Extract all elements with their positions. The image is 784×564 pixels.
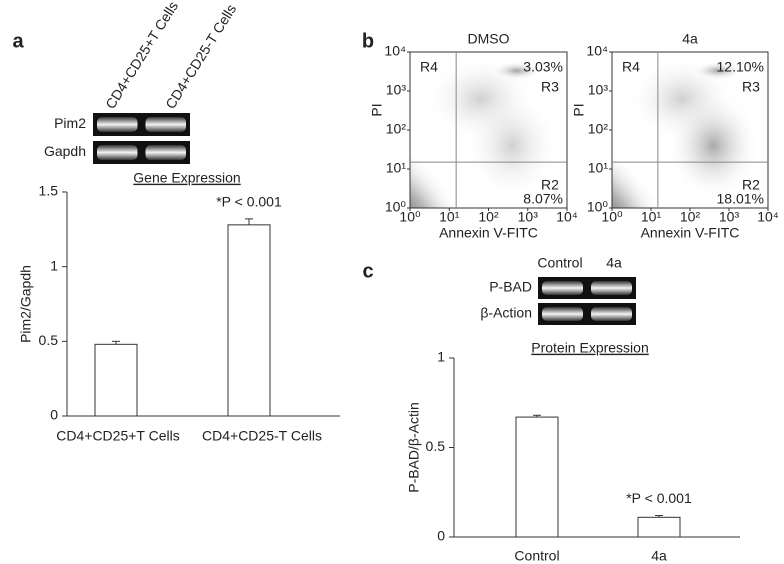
y-tick-label: 0.5 xyxy=(426,438,446,454)
x-tick-label: CD4+CD25+T Cells xyxy=(56,428,179,444)
blot-row-label: P-BAD xyxy=(489,279,532,295)
chart-title: DMSO xyxy=(468,31,510,47)
cell-density xyxy=(410,122,481,208)
blot-band xyxy=(145,117,186,132)
x-tick-label: 10¹ xyxy=(641,209,662,225)
y-tick-label: 0 xyxy=(50,407,58,423)
x-tick-label: 10⁴ xyxy=(757,209,779,225)
y-tick-label: 10¹ xyxy=(588,160,609,176)
bar xyxy=(515,416,559,538)
y-tick-label: 10⁴ xyxy=(586,43,608,59)
blot-band xyxy=(591,281,632,295)
region-label: R3 xyxy=(742,79,760,95)
cell-density xyxy=(693,61,744,81)
y-axis-label: PI xyxy=(571,103,587,116)
x-tick-label: 10¹ xyxy=(439,209,460,225)
y-tick-label: 10⁰ xyxy=(587,199,609,215)
blot-band xyxy=(145,145,186,160)
x-tick-label: Control xyxy=(514,548,559,564)
x-tick-label: 10³ xyxy=(719,209,740,225)
y-axis-label: PI xyxy=(369,103,385,116)
blot-row-label: β-Action xyxy=(480,305,532,321)
y-axis-label: P-BAD/β-Actin xyxy=(406,402,422,493)
chart-title: 4a xyxy=(682,31,698,47)
panel-label: b xyxy=(362,30,374,52)
plot-area xyxy=(410,55,560,208)
region-label: R4 xyxy=(420,59,438,75)
y-tick-label: 1.5 xyxy=(39,183,59,199)
y-tick-label: 10² xyxy=(588,121,609,137)
bar xyxy=(637,516,681,538)
y-axis-label: Pim2/Gapdh xyxy=(18,265,34,343)
blot-band xyxy=(591,307,632,321)
y-tick-label: 10² xyxy=(386,121,407,137)
blot-band xyxy=(542,307,583,321)
y-tick-label: 10⁰ xyxy=(385,199,407,215)
blot-row-label: Pim2 xyxy=(54,115,86,131)
region-value: 12.10% xyxy=(717,59,764,75)
panel-label: a xyxy=(12,30,24,52)
region-label: R2 xyxy=(742,177,760,193)
blot-column-label: 4a xyxy=(606,255,622,271)
region-value: 8.07% xyxy=(523,191,563,207)
region-value: 18.01% xyxy=(717,191,764,207)
x-axis-label: Annexin V-FITC xyxy=(439,225,538,241)
cell-density xyxy=(491,61,542,81)
panel-label: c xyxy=(362,260,373,282)
plot-area xyxy=(612,55,761,208)
x-tick-label: 10⁴ xyxy=(556,209,578,225)
x-tick-label: 10³ xyxy=(518,209,539,225)
y-tick-label: 1 xyxy=(50,257,58,273)
y-tick-label: 0.5 xyxy=(39,332,59,348)
x-axis-label: Annexin V-FITC xyxy=(641,225,740,241)
bar xyxy=(94,343,138,417)
region-label: R3 xyxy=(541,79,559,95)
cell-density xyxy=(666,91,761,201)
blot-row-label: Gapdh xyxy=(44,143,86,159)
x-tick-label: CD4+CD25-T Cells xyxy=(202,428,322,444)
region-label: R2 xyxy=(541,177,559,193)
chart-title: Protein Expression xyxy=(531,340,649,356)
annotation: *P < 0.001 xyxy=(626,490,692,506)
blot-column-label: Control xyxy=(537,255,582,271)
x-tick-label: 10⁰ xyxy=(601,209,623,225)
blot-band xyxy=(97,117,138,132)
bar xyxy=(227,224,271,417)
cell-density xyxy=(464,91,560,201)
cell-density xyxy=(612,122,683,208)
y-tick-label: 10³ xyxy=(386,82,407,98)
y-tick-label: 10³ xyxy=(588,82,609,98)
y-tick-label: 10¹ xyxy=(386,160,407,176)
chart-title: Gene Expression xyxy=(133,170,240,186)
region-value: 3.03% xyxy=(523,59,563,75)
x-tick-label: 10² xyxy=(680,209,701,225)
annotation: *P < 0.001 xyxy=(216,194,282,210)
y-tick-label: 10⁴ xyxy=(384,43,406,59)
blot-band xyxy=(542,281,583,295)
region-label: R4 xyxy=(622,59,640,75)
x-tick-label: 10⁰ xyxy=(399,209,421,225)
y-tick-label: 1 xyxy=(437,349,445,365)
y-tick-label: 0 xyxy=(437,528,445,544)
blot-band xyxy=(97,145,138,160)
x-tick-label: 4a xyxy=(651,548,667,564)
x-tick-label: 10² xyxy=(478,209,499,225)
